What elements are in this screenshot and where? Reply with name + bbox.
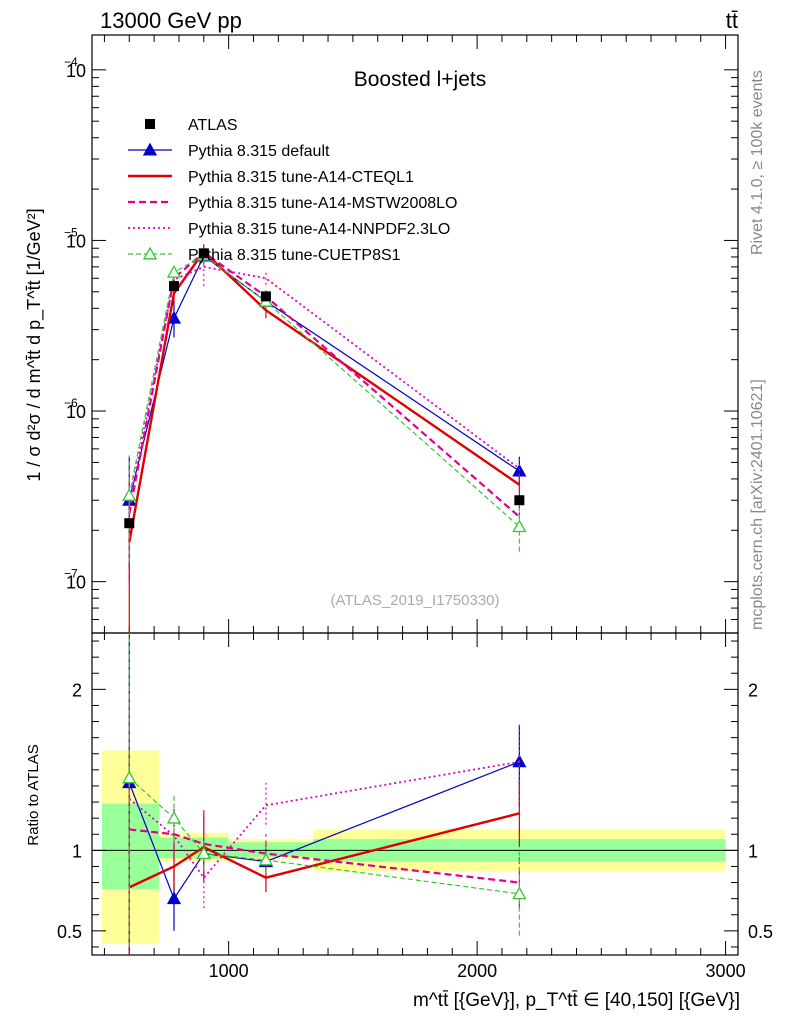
legend-marker-1 [142, 142, 158, 156]
main-y-tick-label-3: 10 [66, 61, 86, 81]
x-tick-label-1000: 1000 [209, 961, 249, 981]
legend-marker-5 [142, 246, 158, 260]
legend-label-1: Pythia 8.315 default [188, 143, 330, 160]
series-0-main-line [128, 255, 520, 501]
rivet-version-label: Rivet 4.1.0, ≥ 100k events [749, 70, 766, 255]
ratio-panel-frame [91, 632, 739, 956]
series-4-main-point-0 [122, 488, 137, 501]
main-y-tick-exp-1: −6 [64, 396, 78, 410]
series-4-main-line [128, 254, 520, 528]
ratio-band-inner-0 [101, 803, 160, 889]
ratio-y-tick-label-left-2: 2 [72, 680, 82, 700]
series-4-ratio-point-4 [512, 886, 527, 900]
series-2-main-line [128, 251, 521, 518]
main-y-tick-exp-3: −4 [64, 55, 78, 69]
ratio-y-tick-label-right-1: 1 [748, 841, 758, 861]
main-y-tick-label-0: 10 [66, 573, 86, 593]
mcplots-label: mcplots.cern.ch [arXiv:2401.10621] [749, 379, 766, 630]
series-0-ratio-point-1 [166, 891, 182, 905]
legend-label-0: ATLAS [188, 117, 238, 134]
ratio-y-axis-title: Ratio to ATLAS [25, 744, 42, 845]
ratio-y-tick-label-left-0: 0.5 [57, 922, 82, 942]
header-left-label: 13000 GeV pp [100, 8, 242, 33]
series-0-main-point-1 [166, 310, 182, 324]
ratio-y-tick-label-right-2: 2 [748, 680, 758, 700]
header-right-label: tt̄ [726, 8, 738, 33]
x-tick-label-2000: 2000 [457, 961, 497, 981]
analysis-watermark: (ATLAS_2019_I1750330) [330, 592, 499, 609]
legend-label-5: Pythia 8.315 tune-CUETP8S1 [188, 247, 401, 264]
series-3-ratio-line [128, 760, 520, 880]
series-4-ratio-point-1 [166, 810, 182, 824]
series-4-ratio-point-0 [122, 770, 137, 784]
atlas-data-point-1 [168, 281, 179, 292]
ratio-y-tick-label-left-1: 1 [72, 841, 82, 861]
ratio-y-tick-label-right-0: 0.5 [748, 922, 773, 942]
atlas-data-point-4 [514, 495, 525, 506]
chart-title: Boosted l+jets [354, 68, 487, 91]
main-y-tick-label-1: 10 [66, 402, 86, 422]
main-y-tick-label-2: 10 [66, 231, 86, 251]
series-4-ratio-point-2 [196, 846, 211, 860]
main-y-axis-title: 1 / σ d²σ / d m^t̄t d p_T^t̄t [1/GeV²] [24, 208, 45, 481]
atlas-data-point-0 [124, 518, 135, 529]
series-4-main-point-4 [512, 519, 527, 533]
ratio-band-inner-1 [159, 837, 197, 859]
legend-label-4: Pythia 8.315 tune-A14-NNPDF2.3LO [188, 221, 450, 238]
main-y-tick-exp-2: −5 [64, 225, 78, 239]
atlas-data-group [124, 248, 525, 529]
legend-label-3: Pythia 8.315 tune-A14-MSTW2008LO [188, 195, 457, 212]
series-3-main-line [128, 265, 520, 503]
series-4-ratio-point-3 [258, 852, 274, 866]
series-4-main-point-1 [166, 265, 182, 278]
legend-marker-0 [145, 119, 155, 129]
series-2-ratio-line [129, 828, 520, 884]
atlas-data-point-3 [260, 291, 271, 302]
series-1-main-line [128, 249, 521, 543]
main-y-tick-exp-0: −7 [64, 567, 78, 581]
legend: ATLAS Pythia 8.315 default Pythia 8.315 tu… [128, 117, 457, 264]
legend-label-2: Pythia 8.315 tune-A14-CTEQL1 [188, 169, 414, 186]
x-tick-label-3000: 3000 [706, 961, 746, 981]
axis-frames [91, 34, 739, 956]
series-4 [122, 247, 527, 947]
ratio-band-inner-3 [228, 842, 314, 857]
x-axis-title: m^tt̄ [{GeV}], p_T^tt̄ ∈ [40,150] [{GeV}… [413, 990, 740, 1011]
atlas-data-point-2 [198, 248, 209, 259]
